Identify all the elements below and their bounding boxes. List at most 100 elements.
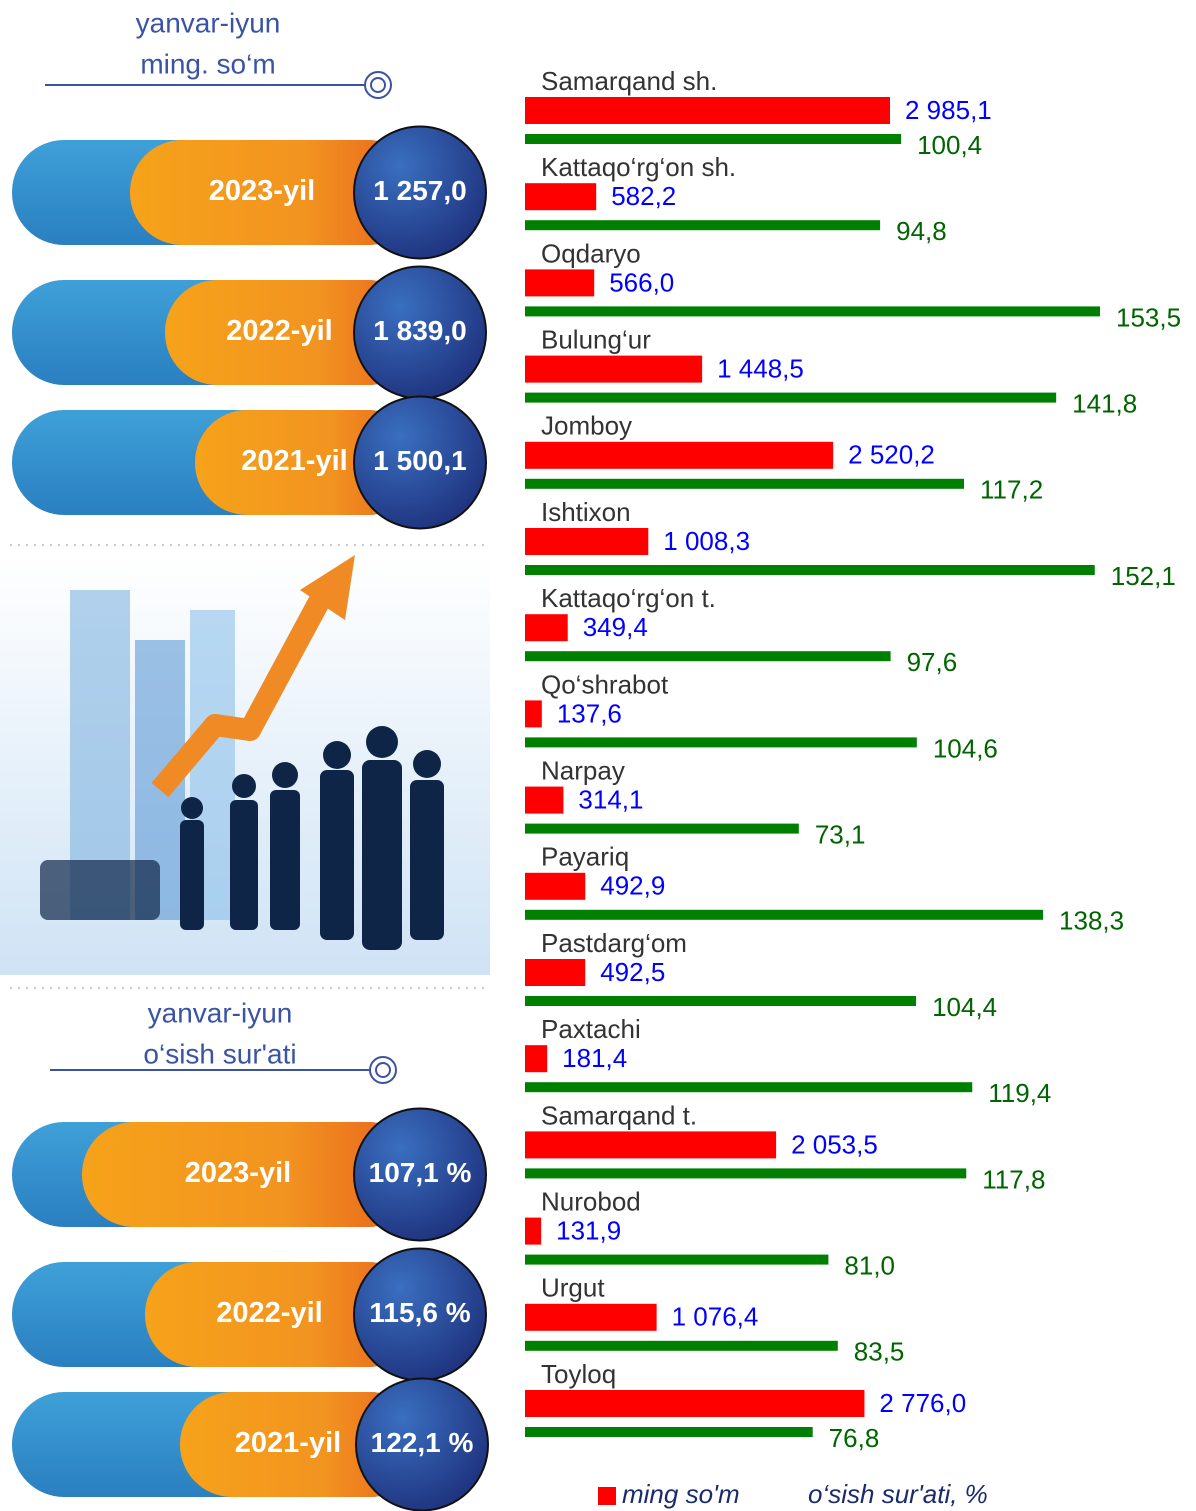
growth-bar: [525, 134, 901, 144]
growth-bar: [525, 651, 891, 661]
value-label: 104,6: [933, 733, 998, 763]
amount-bar: [525, 700, 542, 727]
year-value: 1 500,1: [373, 445, 466, 476]
year-value: 115,6 %: [369, 1297, 470, 1328]
value-label: 119,4: [988, 1078, 1051, 1108]
legend-swatch: [598, 1487, 616, 1505]
value-label: 141,8: [1072, 388, 1137, 418]
category-label: Samarqand t.: [541, 1100, 697, 1130]
amount-bar: [525, 97, 890, 124]
growth-bar: [525, 565, 1095, 575]
category-label: Narpay: [541, 755, 625, 785]
panel-subtitle: o‘sish sur'ati: [143, 1038, 296, 1069]
growth-bar: [525, 220, 880, 230]
value-label: 2 520,2: [848, 440, 935, 470]
category-label: Urgut: [541, 1273, 605, 1303]
value-label: 137,6: [557, 698, 622, 728]
amount-bar: [525, 1131, 776, 1158]
value-label: 1 448,5: [717, 353, 804, 383]
panel-title: yanvar-iyun: [148, 997, 293, 1028]
growth-bar: [525, 1082, 972, 1092]
category-label: Kattaqo‘rg‘on t.: [541, 583, 716, 613]
amount-bar: [525, 183, 596, 210]
growth-bar: [525, 737, 917, 747]
category-label: Payariq: [541, 842, 629, 872]
value-label: 181,4: [562, 1043, 627, 1073]
value-label: 104,4: [932, 992, 997, 1022]
amount-bar: [525, 1304, 657, 1331]
ring-icon: [376, 1063, 390, 1077]
growth-bar: [525, 824, 799, 834]
value-label: 117,8: [982, 1164, 1045, 1194]
growth-bar: [525, 306, 1100, 316]
growth-bar: [525, 910, 1043, 920]
growth-bar: [525, 996, 916, 1006]
value-label: 94,8: [896, 216, 947, 246]
growth-bar: [525, 1427, 813, 1437]
amount-bar: [525, 959, 585, 986]
value-label: 117,2: [980, 475, 1043, 505]
legend-label: ming so'm: [622, 1479, 740, 1509]
legend-label: o‘sish sur'ati, %: [808, 1479, 988, 1509]
category-label: Bulung‘ur: [541, 324, 651, 354]
ring-icon: [365, 72, 391, 98]
value-label: 1 076,4: [672, 1302, 759, 1332]
year-value: 107,1 %: [369, 1157, 472, 1188]
year-label: 2023-yil: [185, 1157, 291, 1189]
value-label: 73,1: [815, 819, 866, 849]
amount-bar: [525, 614, 568, 641]
value-label: 349,4: [583, 612, 648, 642]
value-label: 2 053,5: [791, 1129, 878, 1159]
amount-bar: [525, 269, 594, 296]
panel-title: yanvar-iyun: [136, 7, 281, 38]
amount-bar: [525, 1390, 864, 1417]
value-label: 1 008,3: [663, 526, 750, 556]
value-label: 97,6: [907, 647, 958, 677]
value-label: 2 776,0: [879, 1388, 966, 1418]
value-label: 582,2: [611, 181, 676, 211]
panel-subtitle: ming. so‘m: [140, 48, 275, 79]
amount-bar: [525, 442, 833, 469]
value-label: 492,9: [600, 871, 665, 901]
category-label: Jomboy: [541, 411, 632, 441]
value-label: 138,3: [1059, 906, 1124, 936]
amount-bar: [525, 528, 648, 555]
category-label: Samarqand sh.: [541, 66, 717, 96]
value-label: 81,0: [844, 1250, 895, 1280]
infographic: yanvar-iyun ming. so‘m 2023-yil 1 257,0 2022…: [0, 0, 1196, 1511]
value-label: 566,0: [609, 267, 674, 297]
value-label: 2 985,1: [905, 95, 992, 125]
year-value: 122,1 %: [371, 1427, 474, 1458]
category-label: Kattaqo‘rg‘on sh.: [541, 152, 736, 182]
ring-icon: [370, 1057, 396, 1083]
amount-bar: [525, 1218, 541, 1245]
bar-chart: Samarqand sh. 2 985,1 100,4 Kattaqo‘rg‘on s…: [525, 66, 1181, 1509]
year-value: 1 257,0: [373, 175, 466, 206]
value-label: 152,1: [1111, 561, 1176, 591]
amount-bar: [525, 356, 702, 383]
category-label: Toyloq: [541, 1359, 616, 1389]
value-label: 153,5: [1116, 302, 1181, 332]
amount-bar: [525, 787, 563, 814]
value-label: 492,5: [600, 957, 665, 987]
amount-bar: [525, 1045, 547, 1072]
year-label: 2022-yil: [226, 315, 332, 347]
category-label: Nurobod: [541, 1186, 641, 1216]
year-label: 2023-yil: [209, 175, 315, 207]
growth-bar: [525, 393, 1056, 403]
category-label: Oqdaryo: [541, 238, 641, 268]
value-label: 100,4: [917, 130, 982, 160]
value-label: 314,1: [578, 784, 643, 814]
year-label: 2021-yil: [241, 445, 347, 477]
growth-bar: [525, 1168, 966, 1178]
year-value: 1 839,0: [373, 315, 466, 346]
category-label: Paxtachi: [541, 1014, 641, 1044]
value-label: 131,9: [556, 1215, 621, 1245]
growth-bar: [525, 1341, 838, 1351]
category-label: Qo‘shrabot: [541, 669, 669, 699]
ring-icon: [371, 78, 385, 92]
amount-bar: [525, 873, 585, 900]
illustration: [0, 545, 490, 988]
growth-bar: [525, 1255, 828, 1265]
value-label: 76,8: [829, 1423, 880, 1453]
